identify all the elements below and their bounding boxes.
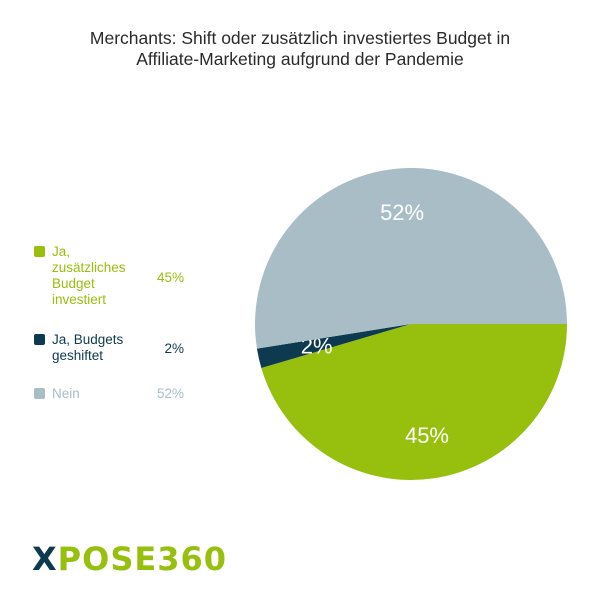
legend-value: 2%: [164, 341, 184, 356]
chart-title: Merchants: Shift oder zusätzlich investi…: [20, 28, 580, 70]
legend-label-line: Ja, Budgets: [52, 332, 124, 347]
pie-slice: [254, 168, 567, 349]
slice-data-label: 52%: [380, 200, 424, 225]
legend-swatch: [34, 388, 45, 399]
slice-data-label: 45%: [405, 423, 449, 448]
logo-x: X: [32, 540, 58, 578]
legend-label-line: Nein: [52, 386, 80, 401]
chart-title-line-2: Affiliate-Marketing aufgrund der Pandemi…: [136, 49, 464, 69]
legend-label-line: investiert: [52, 292, 107, 307]
pie-slice: [256, 324, 411, 368]
legend-label: Nein: [52, 386, 152, 402]
legend-swatch: [34, 334, 45, 345]
legend-label-line: geshiftet: [52, 348, 104, 363]
legend-label-line: Ja,: [52, 244, 71, 259]
brand-logo: XPOSE360: [32, 540, 227, 578]
legend-value: 52%: [156, 386, 184, 401]
legend-value: 45%: [156, 270, 184, 285]
legend-swatch: [34, 246, 45, 257]
logo-text: POSE360: [57, 540, 228, 578]
legend-label: Ja, Budgets geshiftet: [52, 332, 152, 364]
chart-title-line-1: Merchants: Shift oder zusätzlich investi…: [89, 28, 511, 48]
legend-label-line: Budget: [52, 276, 95, 291]
legend-label: Ja, zusätzliches Budget investiert: [52, 244, 152, 308]
legend-label-line: zusätzliches: [52, 260, 126, 275]
pie-slice: [261, 324, 567, 480]
